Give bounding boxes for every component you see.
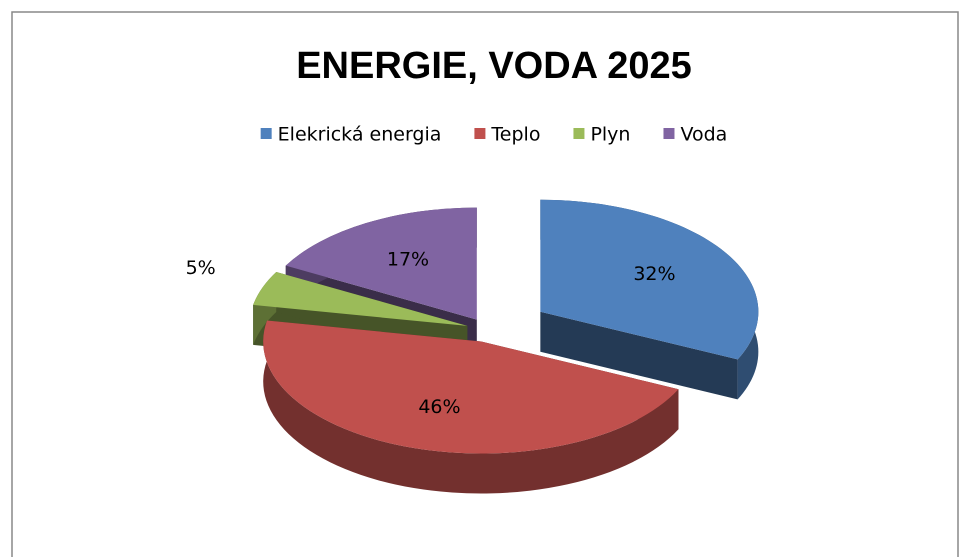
slice (285, 207, 477, 320)
value-label: 32% (633, 263, 675, 285)
slice-side (540, 311, 738, 400)
legend-swatch (474, 128, 486, 139)
legend-swatch (663, 128, 675, 139)
slice (253, 271, 468, 326)
legend-swatch (573, 128, 585, 139)
legend-swatch (260, 128, 272, 139)
value-label: 17% (387, 248, 429, 270)
slice (263, 320, 679, 454)
legend: Elekrická energia Teplo Plyn Voda (260, 124, 727, 146)
legend-text: Plyn (590, 124, 630, 146)
chart-title: ENERGIE, VODA 2025 (296, 45, 692, 87)
slice-tops (253, 199, 759, 454)
slice-wall (263, 320, 679, 494)
value-label: 5% (186, 257, 216, 279)
legend-text: Voda (680, 124, 727, 146)
slice (540, 199, 759, 360)
value-label: 46% (418, 396, 460, 418)
legend-text: Elekrická energia (278, 124, 442, 146)
legend-text: Teplo (490, 124, 540, 146)
